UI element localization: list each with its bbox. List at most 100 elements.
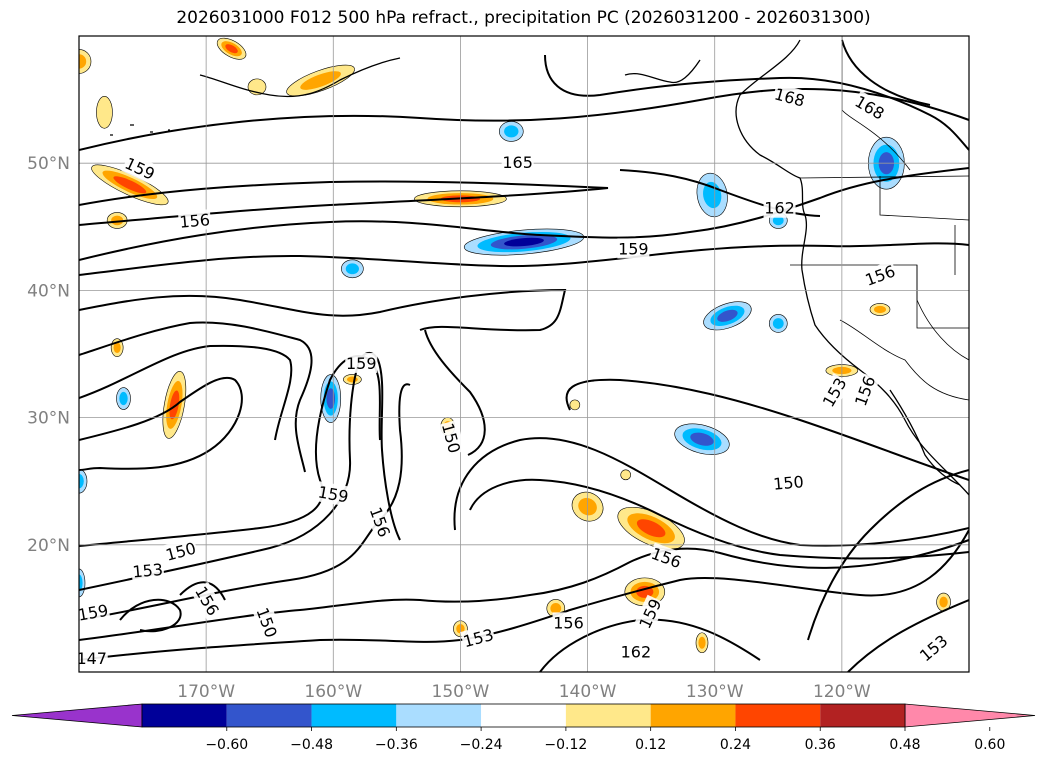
- contour-label: 162: [763, 197, 796, 218]
- precip-contour-fill: [300, 71, 341, 90]
- precip-contour-fill: [326, 388, 336, 409]
- colorbar-segment: [650, 704, 736, 727]
- precip-contour-fill: [113, 342, 121, 354]
- precip-contour-fill: [225, 44, 238, 54]
- precip-contour-fill: [345, 263, 359, 275]
- colorbar-tick-label: −0.48: [290, 737, 333, 753]
- colorbar-tick-label: 0.24: [720, 737, 751, 753]
- precip-contour-fill: [169, 390, 180, 420]
- contour-label-text: 162: [621, 643, 652, 662]
- contour-label: 156: [177, 209, 212, 232]
- colorbar-underflow-arrow: [11, 703, 143, 728]
- precip-area: [695, 632, 709, 654]
- precip-area: [216, 37, 247, 60]
- colorbar-frame: [141, 703, 906, 728]
- contour-label-text: 156: [553, 613, 584, 632]
- contour-label: 159: [315, 481, 351, 507]
- contour-label: 159: [345, 352, 378, 373]
- precip-contour-fill: [772, 215, 784, 226]
- colorbar-overflow-arrow: [904, 703, 1036, 728]
- colorbar-segment: [142, 704, 227, 727]
- colorbar-tick-label: −0.12: [544, 737, 587, 753]
- precip-contour-fill: [504, 237, 544, 247]
- longitude-tick-labels: 170°W 160°W 150°W 140°W 130°W 120°W: [177, 682, 871, 702]
- precip-area: [162, 371, 187, 439]
- longitude-tick-label: 140°W: [559, 682, 617, 702]
- colorbar: −0.60 −0.48 −0.36 −0.24 −0.12 0.12 0.24 0.36 0.4…: [11, 703, 1036, 753]
- colorbar-segment: [481, 704, 566, 727]
- precip-area: [768, 314, 788, 333]
- precip-contour-fill: [119, 391, 128, 406]
- precip-contour-fill: [79, 54, 87, 69]
- contour-label-text: 153: [132, 560, 164, 582]
- longitude-tick-label: 150°W: [432, 682, 490, 702]
- precip-contour-fill: [620, 469, 632, 481]
- precip-area: [343, 374, 362, 385]
- longitude-tick-label: 120°W: [813, 682, 871, 702]
- longitude-tick-label: 170°W: [177, 682, 235, 702]
- colorbar-segment: [396, 704, 482, 727]
- contour-label: 162: [619, 641, 652, 662]
- contour-label: 168: [771, 83, 808, 111]
- precip-area: [617, 506, 685, 550]
- political-borders: [790, 36, 969, 401]
- precip-area: [569, 399, 581, 411]
- colorbar-segment: [565, 704, 651, 727]
- contour-label: 156: [552, 612, 585, 633]
- precip-contour-fill: [939, 596, 948, 608]
- refractivity-contours: [79, 39, 969, 672]
- contour-label: 153: [460, 623, 497, 652]
- latitude-tick-label: 40°N: [27, 281, 70, 301]
- contour-label-text: 159: [618, 239, 649, 258]
- colorbar-segment: [735, 704, 821, 727]
- precip-contour-fill: [569, 399, 581, 411]
- precip-contour-fill: [874, 305, 886, 314]
- precip-area: [79, 468, 88, 494]
- contour-label-text: 162: [764, 199, 795, 218]
- precip-contour-fill: [79, 574, 83, 592]
- precip-area: [674, 423, 730, 455]
- contour-label-text: 150: [772, 472, 804, 494]
- longitude-tick-label: 130°W: [686, 682, 744, 702]
- colorbar-tick-label: 0.48: [889, 737, 920, 753]
- contour-label: 147: [76, 648, 108, 669]
- precip-area: [869, 303, 891, 316]
- contour-label: 150: [771, 471, 806, 494]
- graticule: [79, 36, 969, 672]
- map-title: 2026031000 F012 500 hPa refract., precip…: [176, 8, 871, 28]
- colorbar-segment: [311, 704, 397, 727]
- colorbar-tick-label: 0.36: [805, 737, 836, 753]
- precip-contour-fill: [636, 519, 666, 538]
- colorbar-tick-label: −0.36: [375, 737, 418, 753]
- contour-label: 153: [130, 558, 165, 582]
- latitude-tick-label: 30°N: [27, 409, 70, 429]
- precip-area: [620, 469, 632, 481]
- contour-label-text: 156: [179, 210, 211, 232]
- longitude-tick-label: 160°W: [304, 682, 362, 702]
- precip-area: [498, 121, 524, 142]
- precip-contour-fill: [772, 318, 784, 329]
- contour-label-text: 165: [502, 153, 533, 172]
- precip-contour-fill: [550, 603, 562, 614]
- precip-contour-fill: [504, 125, 519, 138]
- contour-label: 159: [617, 238, 650, 259]
- precip-area: [286, 64, 355, 97]
- contour-label: 165: [501, 151, 534, 172]
- precip-contour-fill: [698, 636, 706, 649]
- colorbar-segment: [820, 704, 905, 727]
- contour-label-text: 159: [346, 354, 377, 373]
- colorbar-tick-label: 0.60: [974, 737, 1005, 753]
- coastlines: [110, 39, 969, 496]
- precip-contour-fill: [79, 474, 84, 489]
- precip-contour-fill: [96, 96, 113, 129]
- precip-contour-fill: [717, 309, 738, 322]
- latitude-tick-labels: 50°N 40°N 30°N 20°N: [27, 154, 70, 556]
- precip-contour-fill: [690, 432, 714, 446]
- precip-area: [79, 49, 92, 74]
- precip-contour-fill: [113, 176, 147, 194]
- latitude-tick-label: 50°N: [27, 154, 70, 174]
- contour-label-text: 147: [76, 649, 107, 668]
